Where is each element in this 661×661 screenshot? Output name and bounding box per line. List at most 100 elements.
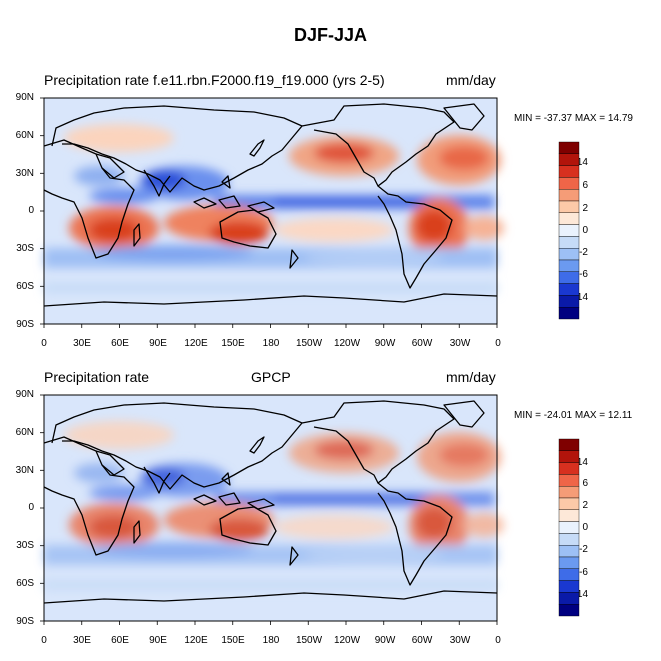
lat-label: 60S xyxy=(16,578,34,589)
colorbar-cell xyxy=(558,259,580,273)
lon-label: 120W xyxy=(333,338,361,349)
lat-label: 90N xyxy=(15,389,34,400)
colorbar-cell xyxy=(558,141,580,155)
lon-label: 180 xyxy=(262,338,280,349)
lat-label: 90S xyxy=(16,319,34,330)
lon-label: 0 xyxy=(41,338,47,349)
lat-label: 60N xyxy=(15,130,34,141)
lon-label: 60E xyxy=(111,635,129,646)
map-1-ticks xyxy=(40,97,498,328)
lat-label: 0 xyxy=(28,502,34,513)
colorbar-cell xyxy=(558,556,580,570)
lon-label: 90W xyxy=(374,635,396,646)
colorbar-cell xyxy=(558,271,580,284)
lat-label: 30N xyxy=(15,168,34,179)
map-2-ticks xyxy=(40,394,498,625)
lat-label: 30N xyxy=(15,465,34,476)
lon-label: 60E xyxy=(111,338,129,349)
panel-2-subtitle: GPCP xyxy=(251,369,291,385)
colorbar-label: 14 xyxy=(576,457,588,468)
colorbar-cell xyxy=(558,533,580,546)
colorbar-cell xyxy=(558,165,580,178)
lon-label: 120E xyxy=(184,635,208,646)
lon-label: 0 xyxy=(495,635,501,646)
colorbar-cell xyxy=(558,568,580,581)
lon-label: 150W xyxy=(295,338,323,349)
lon-label: 30W xyxy=(449,338,471,349)
colorbar-cell xyxy=(558,247,580,261)
colorbar-label: 6 xyxy=(582,478,588,489)
colorbar-label: -2 xyxy=(579,544,588,555)
colorbar-cell xyxy=(558,497,580,511)
colorbar-cell xyxy=(558,212,580,225)
lon-label: 150E xyxy=(221,338,245,349)
panel-2-minmax: MIN = -24.01 MAX = 12.11 xyxy=(514,410,633,421)
colorbar-cell xyxy=(558,521,580,534)
map-1-precip-field xyxy=(44,98,504,324)
colorbar-cell xyxy=(558,450,580,463)
figure-title: DJF-JJA xyxy=(293,25,368,45)
map-1 xyxy=(40,97,504,328)
colorbar-cell xyxy=(558,189,580,202)
lon-label: 90W xyxy=(374,338,396,349)
colorbar-label: -14 xyxy=(573,292,588,303)
panel-1-minmax: MIN = -37.37 MAX = 14.79 xyxy=(514,113,633,124)
lon-label: 60W xyxy=(411,338,433,349)
lon-label: 120E xyxy=(184,338,208,349)
lat-label: 90S xyxy=(16,616,34,627)
lon-label: 60W xyxy=(411,635,433,646)
map-2 xyxy=(40,394,504,625)
lat-label: 30S xyxy=(16,540,34,551)
colorbar-cell xyxy=(558,153,580,166)
lon-label: 150E xyxy=(221,635,245,646)
colorbar-label: 0 xyxy=(582,225,588,236)
lon-label: 30E xyxy=(73,338,91,349)
colorbar-label: 14 xyxy=(576,157,588,168)
lat-label: 0 xyxy=(28,205,34,216)
colorbar-label: 6 xyxy=(582,180,588,191)
colorbar-label: 0 xyxy=(582,522,588,533)
colorbar-2 xyxy=(558,438,580,617)
colorbar-label: -2 xyxy=(579,247,588,258)
colorbar-cell xyxy=(558,509,580,522)
lat-label: 90N xyxy=(15,92,34,103)
panel-1-units: mm/day xyxy=(446,72,496,88)
lon-label: 30W xyxy=(449,635,471,646)
colorbar-cell xyxy=(558,438,580,452)
colorbar-cell xyxy=(558,544,580,558)
lon-label: 90E xyxy=(149,338,167,349)
panel-2-units: mm/day xyxy=(446,369,496,385)
colorbar-cell xyxy=(558,603,580,617)
colorbar-cell xyxy=(558,236,580,249)
colorbar-cell xyxy=(558,580,580,593)
colorbar-label: 2 xyxy=(582,203,588,214)
lon-label: 120W xyxy=(333,635,361,646)
colorbar-label: -6 xyxy=(579,567,588,578)
lat-label: 60N xyxy=(15,427,34,438)
colorbar-cell xyxy=(558,306,580,320)
lon-label: 30E xyxy=(73,635,91,646)
panel-1-title: Precipitation rate f.e11.rbn.F2000.f19_f… xyxy=(44,72,385,88)
colorbar-cell xyxy=(558,592,580,605)
colorbar-cell xyxy=(558,295,580,308)
lat-label: 30S xyxy=(16,243,34,254)
colorbar-cell xyxy=(558,474,580,487)
colorbar-cell xyxy=(558,224,580,237)
colorbar-label: -6 xyxy=(579,269,588,280)
lat-label: 60S xyxy=(16,281,34,292)
panel-2-title: Precipitation rate xyxy=(44,369,150,385)
lon-label: 90E xyxy=(149,635,167,646)
colorbar-cell xyxy=(558,283,580,296)
lon-label: 0 xyxy=(41,635,47,646)
colorbar-cell xyxy=(558,486,580,499)
colorbar-label: 2 xyxy=(582,500,588,511)
colorbar-1 xyxy=(558,141,580,320)
colorbar-cell xyxy=(558,177,580,190)
colorbar-label: -14 xyxy=(573,589,588,600)
map-2-precip-field xyxy=(44,395,504,621)
colorbar-cell xyxy=(558,462,580,475)
lon-label: 0 xyxy=(495,338,501,349)
lon-label: 150W xyxy=(295,635,323,646)
lon-label: 180 xyxy=(262,635,280,646)
